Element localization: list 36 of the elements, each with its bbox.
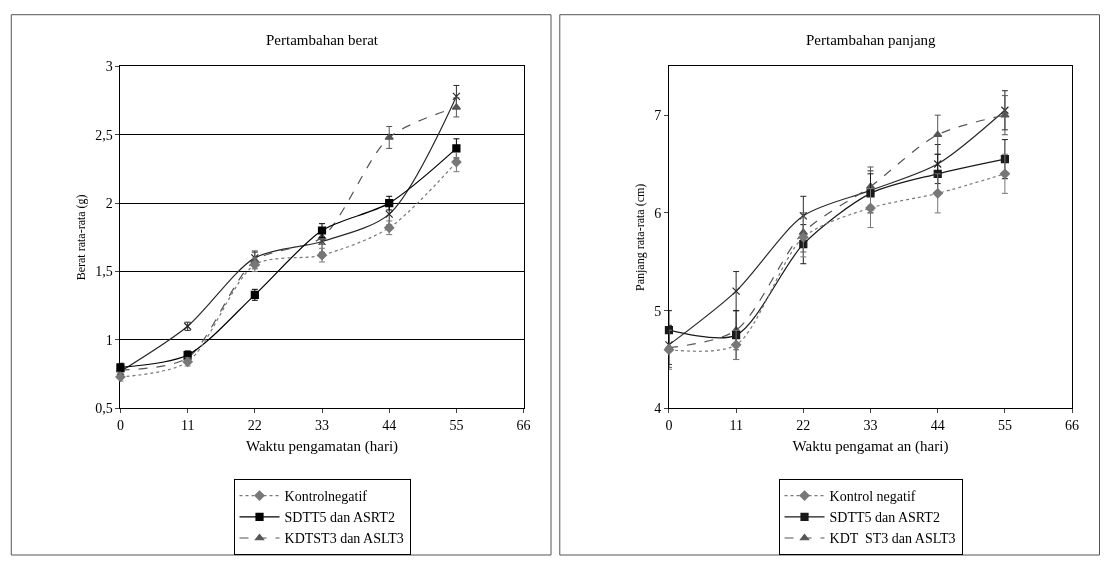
y-tick-label: 5 bbox=[654, 303, 662, 319]
x-tick-label: 0 bbox=[665, 418, 673, 434]
legend-label: KDT ST3 dan ASLT3 bbox=[829, 531, 956, 547]
y-tick-label: 0,5 bbox=[95, 401, 113, 417]
chart-title: Pertambahan berat bbox=[266, 32, 379, 48]
y-tick-label: 2 bbox=[105, 196, 113, 212]
x-tick-label: 44 bbox=[930, 418, 945, 434]
y-axis-title: Berat rata-rata (g) bbox=[74, 194, 89, 281]
x-tick-label: 22 bbox=[796, 418, 811, 434]
x-tick-label: 55 bbox=[997, 418, 1012, 434]
x-tick-label: 0 bbox=[116, 418, 124, 434]
x-tick-label: 22 bbox=[247, 418, 262, 434]
y-tick-label: 7 bbox=[654, 108, 662, 124]
x-tick-label: 11 bbox=[180, 418, 195, 434]
y-tick-label: 1,5 bbox=[95, 264, 113, 280]
legend-label: Kontrol negatif bbox=[829, 489, 916, 505]
y-tick-label: 3 bbox=[105, 59, 113, 75]
y-tick-label: 2,5 bbox=[95, 127, 113, 143]
x-axis-title: Waktu pengamatan (hari) bbox=[245, 438, 399, 456]
x-tick-label: 33 bbox=[863, 418, 878, 434]
y-tick-label: 1 bbox=[105, 332, 113, 348]
x-tick-label: 66 bbox=[1065, 418, 1080, 434]
y-axis-title: Panjang rata-rata (cm) bbox=[633, 183, 648, 291]
x-tick-label: 11 bbox=[729, 418, 743, 434]
legend-label: SDTT5 dan ASRT2 bbox=[829, 510, 940, 526]
chart-title: Pertambahan panjang bbox=[806, 32, 937, 48]
x-tick-label: 66 bbox=[516, 418, 531, 434]
x-tick-label: 55 bbox=[449, 418, 464, 434]
legend-label: SDTT5 dan ASRT2 bbox=[284, 510, 395, 526]
y-tick-label: 4 bbox=[654, 401, 662, 417]
y-tick-label: 6 bbox=[654, 205, 662, 221]
x-tick-label: 44 bbox=[382, 418, 397, 434]
x-tick-label: 33 bbox=[315, 418, 330, 434]
x-axis-title: Waktu pengamat an (hari) bbox=[792, 438, 949, 456]
legend-label: Kontrolnegatif bbox=[284, 489, 368, 505]
legend-label: KDTST3 dan ASLT3 bbox=[284, 531, 404, 547]
